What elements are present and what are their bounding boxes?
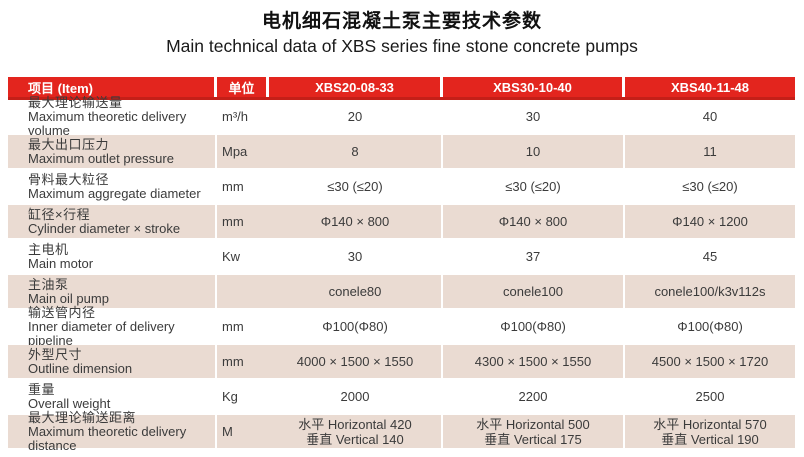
item-label-cn: 最大理论输送距离 bbox=[28, 409, 137, 425]
unit-cell: Kw bbox=[217, 240, 269, 273]
value-xbs20: 4000 × 1500 × 1550 bbox=[269, 345, 443, 378]
item-label-cn: 主油泵 bbox=[28, 276, 69, 292]
header-model-xbs30: XBS30-10-40 bbox=[443, 77, 625, 97]
value-xbs30: conele100 bbox=[443, 275, 625, 308]
value-xbs20: Φ100(Φ80) bbox=[269, 310, 443, 343]
value-xbs20: ≤30 (≤20) bbox=[269, 170, 443, 203]
item-label-cn: 输送管内径 bbox=[28, 304, 96, 320]
table-row-main-motor: 主电机 Main motor Kw 30 37 45 bbox=[8, 240, 795, 275]
item-label-en: Maximum aggregate diameter bbox=[28, 185, 201, 201]
item-label-en: Main oil pump bbox=[28, 290, 109, 306]
item-label-en: Outline dimension bbox=[28, 360, 133, 376]
table-row-main-oil-pump: 主油泵 Main oil pump conele80 conele100 cone… bbox=[8, 275, 795, 310]
item-cell: 主电机 Main motor bbox=[8, 240, 217, 273]
value-xbs30: 4300 × 1500 × 1550 bbox=[443, 345, 625, 378]
header-unit: 单位 bbox=[217, 77, 269, 97]
item-label-en: Overall weight bbox=[28, 395, 111, 411]
value-xbs30: 水平 Horizontal 500 垂直 Vertical 175 bbox=[443, 415, 625, 448]
value-xbs40: 2500 bbox=[625, 380, 795, 413]
unit-cell: Kg bbox=[217, 380, 269, 413]
header-item: 项目 (Item) bbox=[8, 77, 217, 97]
table-header-row: 项目 (Item) 单位 XBS20-08-33 XBS30-10-40 XBS… bbox=[8, 77, 795, 100]
table-row-cylinder-stroke: 缸径×行程 Cylinder diameter × stroke mm Φ140 … bbox=[8, 205, 795, 240]
technical-data-table: 项目 (Item) 单位 XBS20-08-33 XBS30-10-40 XBS… bbox=[8, 77, 795, 452]
item-cell: 最大理论输送量 Maximum theoretic delivery volume bbox=[8, 95, 217, 137]
item-label-cn: 骨料最大粒径 bbox=[28, 171, 110, 187]
unit-cell: m³/h bbox=[217, 100, 269, 133]
unit-cell bbox=[217, 275, 269, 308]
table-row-outlet-pressure: 最大出口压力 Maximum outlet pressure Mpa 8 10 1… bbox=[8, 135, 795, 170]
item-label-en: Inner diameter of delivery pipeline bbox=[28, 318, 175, 348]
unit-cell: M bbox=[217, 415, 269, 448]
value-xbs30: Φ140 × 800 bbox=[443, 205, 625, 238]
value-xbs30: ≤30 (≤20) bbox=[443, 170, 625, 203]
table-row-outline-dimension: 外型尺寸 Outline dimension mm 4000 × 1500 × 1… bbox=[8, 345, 795, 380]
unit-cell: mm bbox=[217, 345, 269, 378]
item-label-en: Maximum theoretic delivery distance bbox=[28, 423, 187, 453]
item-cell: 最大出口压力 Maximum outlet pressure bbox=[8, 135, 217, 168]
item-label-cn: 重量 bbox=[28, 381, 56, 397]
table-row-overall-weight: 重量 Overall weight Kg 2000 2200 2500 bbox=[8, 380, 795, 415]
item-label-en: Maximum outlet pressure bbox=[28, 150, 174, 166]
value-xbs40: 45 bbox=[625, 240, 795, 273]
value-xbs30: 30 bbox=[443, 100, 625, 133]
value-xbs20: 水平 Horizontal 420 垂直 Vertical 140 bbox=[269, 415, 443, 448]
value-xbs20: 30 bbox=[269, 240, 443, 273]
page-title-english: Main technical data of XBS series fine s… bbox=[166, 36, 638, 56]
item-cell: 最大理论输送距离 Maximum theoretic delivery dista… bbox=[8, 410, 217, 452]
table-row-delivery-volume: 最大理论输送量 Maximum theoretic delivery volume… bbox=[8, 95, 795, 137]
unit-cell: Mpa bbox=[217, 135, 269, 168]
value-xbs20: Φ140 × 800 bbox=[269, 205, 443, 238]
table-row-delivery-distance: 最大理论输送距离 Maximum theoretic delivery dista… bbox=[8, 410, 795, 452]
item-label-cn: 最大出口压力 bbox=[28, 136, 110, 152]
table-row-aggregate-diameter: 骨料最大粒径 Maximum aggregate diameter mm ≤30 … bbox=[8, 170, 795, 205]
item-label-cn: 缸径×行程 bbox=[28, 206, 91, 222]
value-xbs20: 2000 bbox=[269, 380, 443, 413]
value-xbs40: conele100/k3v112s bbox=[625, 275, 795, 308]
header-model-xbs20: XBS20-08-33 bbox=[269, 77, 443, 97]
header-model-xbs40: XBS40-11-48 bbox=[670, 79, 750, 95]
value-xbs20: conele80 bbox=[269, 275, 443, 308]
item-label-en: Cylinder diameter × stroke bbox=[28, 220, 181, 236]
value-xbs20: 8 bbox=[269, 135, 443, 168]
unit-cell: mm bbox=[217, 310, 269, 343]
item-cell: 外型尺寸 Outline dimension bbox=[8, 345, 217, 378]
table-row-pipeline-diameter: 输送管内径 Inner diameter of delivery pipeline… bbox=[8, 305, 795, 347]
item-cell: 骨料最大粒径 Maximum aggregate diameter bbox=[8, 170, 217, 203]
item-cell: 重量 Overall weight bbox=[8, 380, 217, 413]
value-xbs40: ≤30 (≤20) bbox=[625, 170, 795, 203]
item-cell: 输送管内径 Inner diameter of delivery pipeline bbox=[8, 305, 217, 347]
value-xbs30: 10 bbox=[443, 135, 625, 168]
value-xbs30: 2200 bbox=[443, 380, 625, 413]
item-cell: 主油泵 Main oil pump bbox=[8, 275, 217, 308]
value-xbs40: Φ100(Φ80) bbox=[625, 310, 795, 343]
value-xbs40: 4500 × 1500 × 1720 bbox=[625, 345, 795, 378]
value-xbs40: 水平 Horizontal 570 垂直 Vertical 190 bbox=[625, 415, 795, 448]
item-label-cn: 最大理论输送量 bbox=[28, 94, 123, 110]
value-xbs30: Φ100(Φ80) bbox=[443, 310, 625, 343]
item-label-cn: 主电机 bbox=[28, 241, 69, 257]
item-cell: 缸径×行程 Cylinder diameter × stroke bbox=[8, 205, 217, 238]
value-xbs40: Φ140 × 1200 bbox=[625, 205, 795, 238]
unit-cell: mm bbox=[217, 205, 269, 238]
page-title-chinese: 电机细石混凝土泵主要技术参数 bbox=[261, 11, 542, 32]
value-xbs30: 37 bbox=[443, 240, 625, 273]
item-label-en: Main motor bbox=[28, 255, 94, 271]
unit-cell: mm bbox=[217, 170, 269, 203]
value-xbs20: 20 bbox=[269, 100, 443, 133]
item-label-cn: 外型尺寸 bbox=[28, 346, 83, 362]
item-label-en: Maximum theoretic delivery volume bbox=[28, 108, 187, 138]
value-xbs40: 11 bbox=[625, 135, 795, 168]
value-xbs40: 40 bbox=[625, 100, 795, 133]
